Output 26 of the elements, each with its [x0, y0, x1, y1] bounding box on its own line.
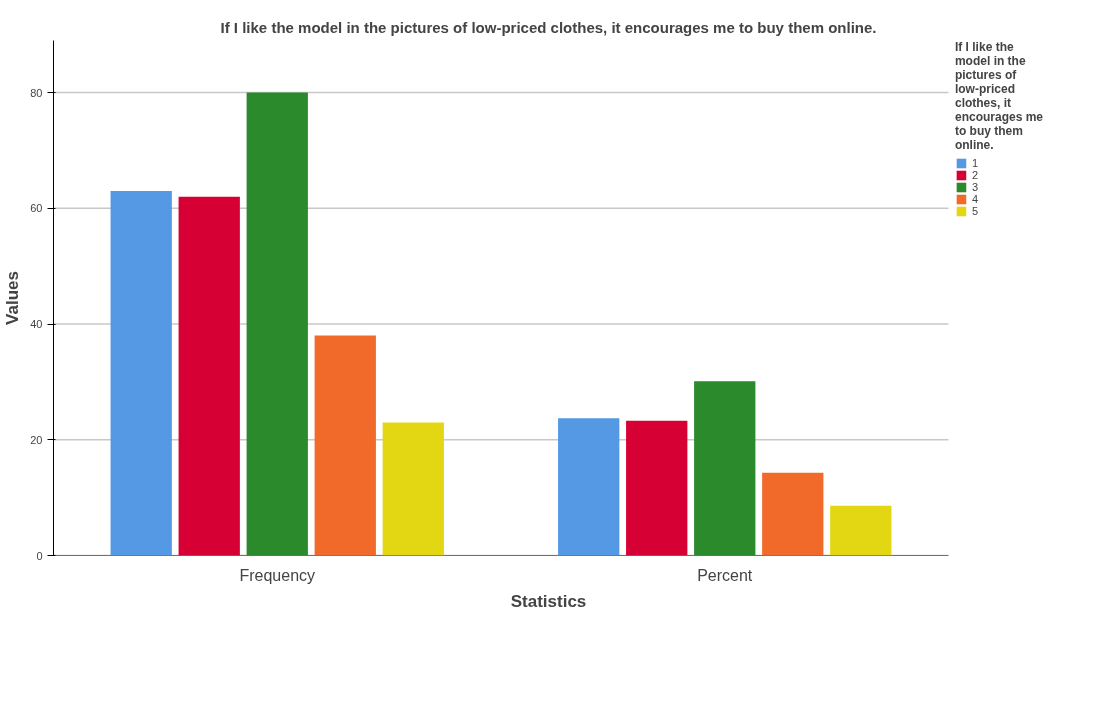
legend-label: 2: [971, 169, 980, 181]
bar: [178, 196, 240, 556]
legend-label: 5: [971, 205, 980, 217]
bar: [626, 420, 688, 556]
legend-label: 1: [971, 157, 980, 169]
y-tick-label: 80: [30, 86, 43, 99]
y-tick-label: 0: [36, 549, 43, 562]
bar: [694, 381, 756, 556]
legend-label: 4: [971, 193, 980, 205]
bar: [110, 190, 172, 556]
x-axis-title: Statistics: [510, 591, 587, 611]
y-tick-label: 40: [30, 318, 43, 331]
bar: [558, 418, 620, 556]
bar: [246, 92, 308, 556]
x-tick-label: Percent: [697, 566, 753, 584]
bar: [830, 505, 892, 556]
bar: [314, 335, 376, 556]
y-axis-title: Values: [3, 271, 23, 325]
legend-title: If I like the model in the pictures of low-priced clothes, it encourages me to buy them online.: [954, 40, 1043, 152]
y-tick-label: 20: [30, 433, 43, 446]
legend-label: 3: [971, 181, 980, 193]
bar: [762, 472, 824, 556]
y-tick-label: 60: [30, 202, 43, 215]
x-tick-label: Frequency: [239, 566, 316, 584]
chart-title: If I like the model in the pictures of low-priced clothes, it encourages me to buy them online.: [220, 18, 877, 36]
bar: [382, 422, 444, 556]
